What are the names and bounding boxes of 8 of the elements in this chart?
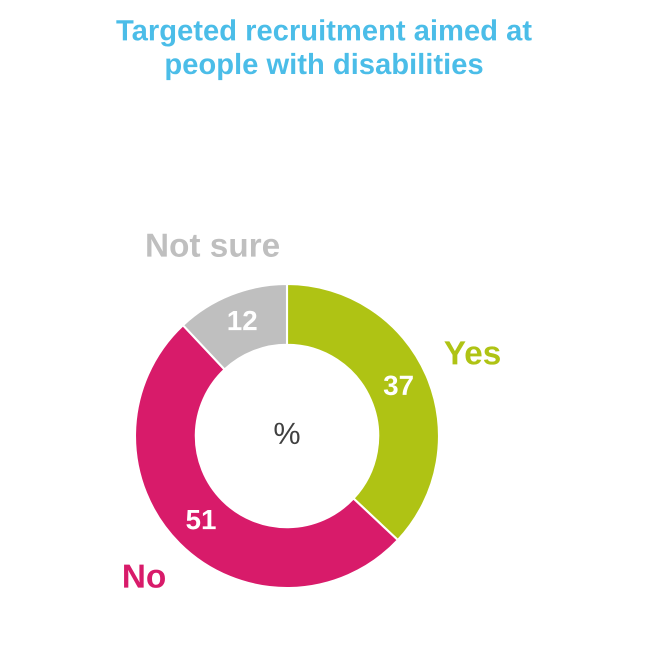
slice-label: No (124, 564, 165, 588)
text: % (274, 422, 300, 444)
slice-label: Yes (444, 341, 500, 365)
data-label: 12 (228, 310, 257, 330)
data-label: 37 (384, 375, 413, 396)
chart-title: Targeted recruitment aimed at people with disabilities (116, 19, 532, 80)
slice-label: Not sure (147, 234, 280, 257)
data-label: 51 (186, 510, 216, 530)
